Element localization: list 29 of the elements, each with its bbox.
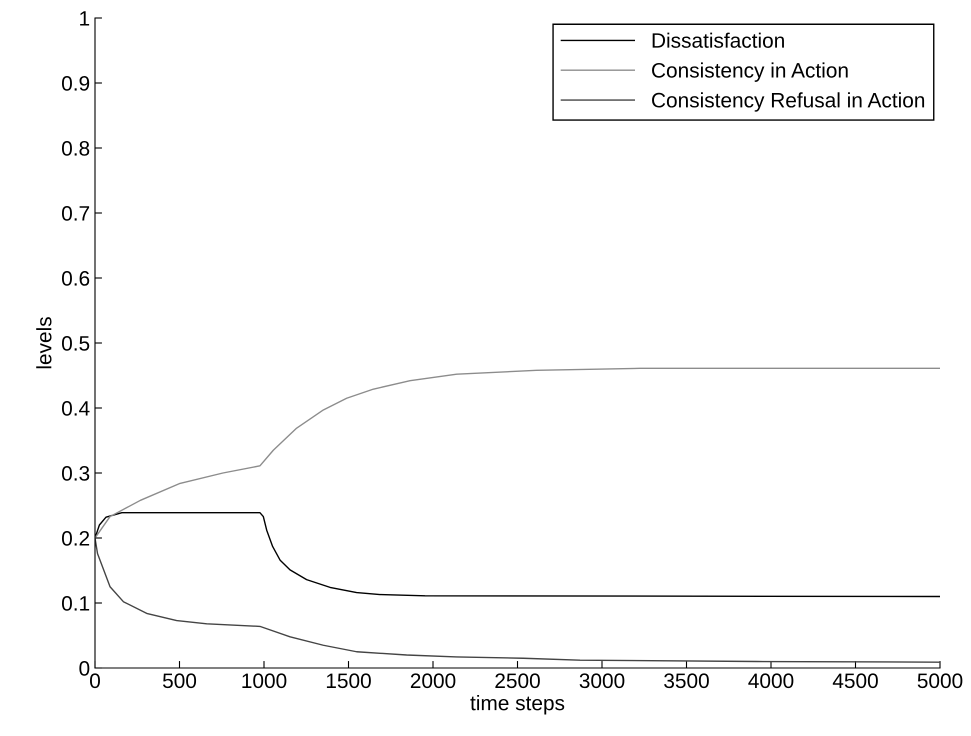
x-tick-label: 500 bbox=[162, 673, 196, 688]
x-tick-label: 2000 bbox=[410, 673, 456, 688]
y-tick-label: 0.9 bbox=[62, 76, 90, 91]
x-tick-label: 0 bbox=[90, 673, 100, 688]
x-tick-label: 3500 bbox=[664, 673, 709, 688]
x-tick-label: 2500 bbox=[495, 673, 540, 688]
x-tick-label: 1000 bbox=[242, 673, 286, 688]
y-tick-label: 0.5 bbox=[62, 336, 90, 351]
y-tick-label: 0.7 bbox=[62, 206, 90, 221]
legend-label: Consistency in Action bbox=[652, 62, 848, 82]
x-tick-label: 3000 bbox=[580, 673, 624, 688]
x-tick-label: 1500 bbox=[326, 673, 371, 688]
y-tick-label: 0.3 bbox=[62, 466, 90, 481]
y-tick-label: 0.6 bbox=[62, 271, 90, 286]
y-tick-label: 0.8 bbox=[62, 141, 90, 156]
y-tick-label: 1 bbox=[80, 11, 90, 26]
x-tick-label: 4000 bbox=[748, 673, 794, 688]
legend-label: Dissatisfaction bbox=[652, 32, 784, 48]
y-tick-label: 0.4 bbox=[62, 401, 90, 416]
line-series bbox=[95, 537, 940, 663]
y-tick-label: 0.2 bbox=[62, 531, 90, 546]
legend-label: Consistency Refusal in Action bbox=[652, 92, 924, 112]
x-tick-label: 4500 bbox=[832, 673, 878, 688]
line-series bbox=[95, 368, 940, 539]
x-axis-title: time steps bbox=[470, 695, 564, 714]
y-tick-label: 0 bbox=[79, 661, 90, 676]
x-tick-label: 5000 bbox=[918, 673, 962, 688]
y-tick-label: 0.1 bbox=[62, 596, 90, 611]
y-axis-title: levels bbox=[36, 317, 52, 368]
